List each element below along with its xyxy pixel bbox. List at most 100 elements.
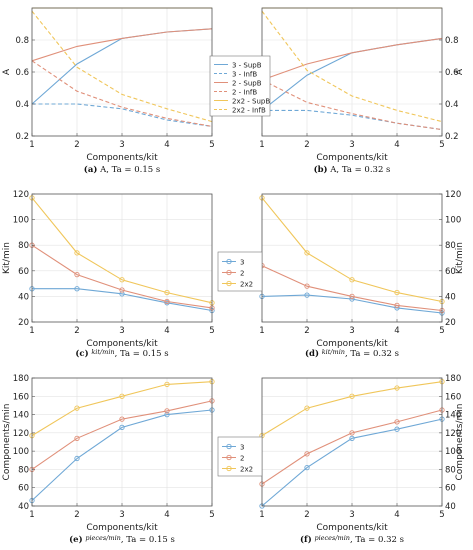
x-axis-label: Components/kit xyxy=(86,153,158,163)
caption-text: , Ta = 0.32 s xyxy=(345,349,399,359)
legend-entry: 2 xyxy=(240,269,244,277)
data-point xyxy=(164,289,170,296)
data-point xyxy=(304,464,310,471)
data-point xyxy=(74,405,80,411)
x-tick-label: 5 xyxy=(439,510,444,520)
data-point xyxy=(74,455,80,462)
legend-bottom: 3 2 2x2 xyxy=(217,436,263,477)
chart-a: 1 2 3 4 5 0.2 0.4 0.6 0.8 Components/kit A (a) A, T… xyxy=(2,7,215,175)
legend-entry: 2x2 - InfB xyxy=(232,106,266,114)
legend-box xyxy=(209,55,271,117)
y-tick-label: 40 xyxy=(445,502,456,512)
data-point xyxy=(74,250,80,256)
y-axis-label: A xyxy=(455,68,465,75)
data-point xyxy=(349,277,355,283)
series-line-s2x2-infb xyxy=(31,10,213,123)
data-point xyxy=(349,393,355,399)
legend-marker xyxy=(226,258,232,265)
y-tick-label: 60 xyxy=(18,267,29,277)
legend-marker xyxy=(226,280,232,287)
series-line-s2-infb xyxy=(31,60,213,127)
caption-unit: pieces/min xyxy=(85,534,121,542)
y-tick-label: 80 xyxy=(18,465,29,475)
y-tick-label: 0.6 xyxy=(15,68,29,78)
legend-marker xyxy=(226,454,232,461)
caption-unit: kit/min xyxy=(91,348,114,356)
series-line-s2-infb xyxy=(261,79,443,131)
data-point xyxy=(349,430,355,436)
chart-caption: (f) pieces/min, Ta = 0.32 s xyxy=(300,534,404,545)
legend-entry: 3 - InfB xyxy=(232,70,257,78)
y-tick-label: 140 xyxy=(13,411,29,421)
chart-c: 1 2 3 4 5 20 40 60 80 100 120 Components/kit Kit/min… xyxy=(2,190,215,359)
y-tick-label: 0.2 xyxy=(15,132,29,142)
x-tick-label: 5 xyxy=(209,326,214,336)
y-axis-label: Components/min xyxy=(2,404,12,481)
series-line-s2 xyxy=(31,400,213,470)
y-tick-label: 80 xyxy=(18,241,29,251)
x-tick-label: 4 xyxy=(164,140,169,150)
data-point xyxy=(394,289,400,296)
y-tick-label: 0.8 xyxy=(15,36,29,46)
legend-entry: 3 xyxy=(240,258,244,266)
y-tick-label: 120 xyxy=(445,429,461,439)
chart-b: 1 2 3 4 50.2 0.4 0.6 0.8 Components/kit A (b) A, T… xyxy=(259,7,465,175)
x-tick-label: 3 xyxy=(119,140,124,150)
series-line-s3 xyxy=(31,409,213,501)
series-line-s2x2 xyxy=(31,381,213,437)
y-axis-label: Kit/min xyxy=(2,242,12,274)
legend-entry: 2x2 - SupB xyxy=(232,97,270,105)
chart-caption: (c) kit/min, Ta = 0.15 s xyxy=(75,348,168,359)
x-tick-label: 4 xyxy=(164,510,169,520)
y-tick-label: 100 xyxy=(445,216,461,226)
caption-label: (d) xyxy=(305,348,319,359)
x-tick-label: 1 xyxy=(259,326,264,336)
chart-e: 1 2 3 4 5 40 60 80 100 120 140 160 180 Components/kit… xyxy=(2,374,215,545)
data-point xyxy=(349,293,355,300)
y-tick-label: 0.4 xyxy=(15,100,29,110)
y-tick-label: 0.2 xyxy=(445,132,459,142)
legend-entry: 2x2 xyxy=(240,280,253,288)
series-line-s2 xyxy=(261,409,443,485)
x-tick-label: 3 xyxy=(119,326,124,336)
x-axis-label: Components/kit xyxy=(316,153,388,163)
legend-entry: 3 xyxy=(240,443,244,451)
series-line-s3 xyxy=(32,288,213,312)
x-tick-label: 5 xyxy=(439,140,444,150)
y-tick-label: 180 xyxy=(13,374,29,384)
x-tick-label: 5 xyxy=(439,326,444,336)
x-tick-label: 4 xyxy=(394,140,399,150)
caption-label: (b) xyxy=(314,164,328,175)
x-axis-label: Components/kit xyxy=(86,523,158,533)
x-tick-label: 4 xyxy=(394,326,399,336)
chart-caption: (d) kit/min, Ta = 0.32 s xyxy=(305,348,399,359)
x-tick-label: 3 xyxy=(349,140,354,150)
y-tick-label: 60 xyxy=(18,484,29,494)
y-tick-label: 40 xyxy=(445,292,456,302)
x-tick-label: 2 xyxy=(304,140,309,150)
series-line-s3 xyxy=(261,418,443,507)
chart-caption: (e) pieces/min, Ta = 0.15 s xyxy=(69,534,175,545)
legend-box xyxy=(217,251,263,292)
series-line-s3-infb xyxy=(32,103,213,127)
data-point xyxy=(119,416,125,422)
x-axis-label: Components/kit xyxy=(316,339,388,349)
x-tick-label: 1 xyxy=(29,140,34,150)
data-point xyxy=(349,435,355,441)
data-point xyxy=(74,271,80,278)
data-point xyxy=(164,408,170,414)
y-tick-label: 60 xyxy=(445,484,456,494)
data-point xyxy=(304,405,310,411)
x-tick-label: 1 xyxy=(29,326,34,336)
data-point xyxy=(304,451,310,457)
y-tick-label: 120 xyxy=(13,429,29,439)
y-tick-label: 160 xyxy=(13,392,29,402)
caption-label: (a) xyxy=(84,164,98,175)
legend-entry: 2x2 xyxy=(240,465,253,473)
data-point xyxy=(164,381,170,388)
x-axis-label: Components/kit xyxy=(86,339,158,349)
data-point xyxy=(119,393,125,399)
legend-mid: 3 2 2x2 xyxy=(217,251,263,292)
x-tick-label: 2 xyxy=(74,326,79,336)
y-tick-label: 80 xyxy=(445,241,456,251)
